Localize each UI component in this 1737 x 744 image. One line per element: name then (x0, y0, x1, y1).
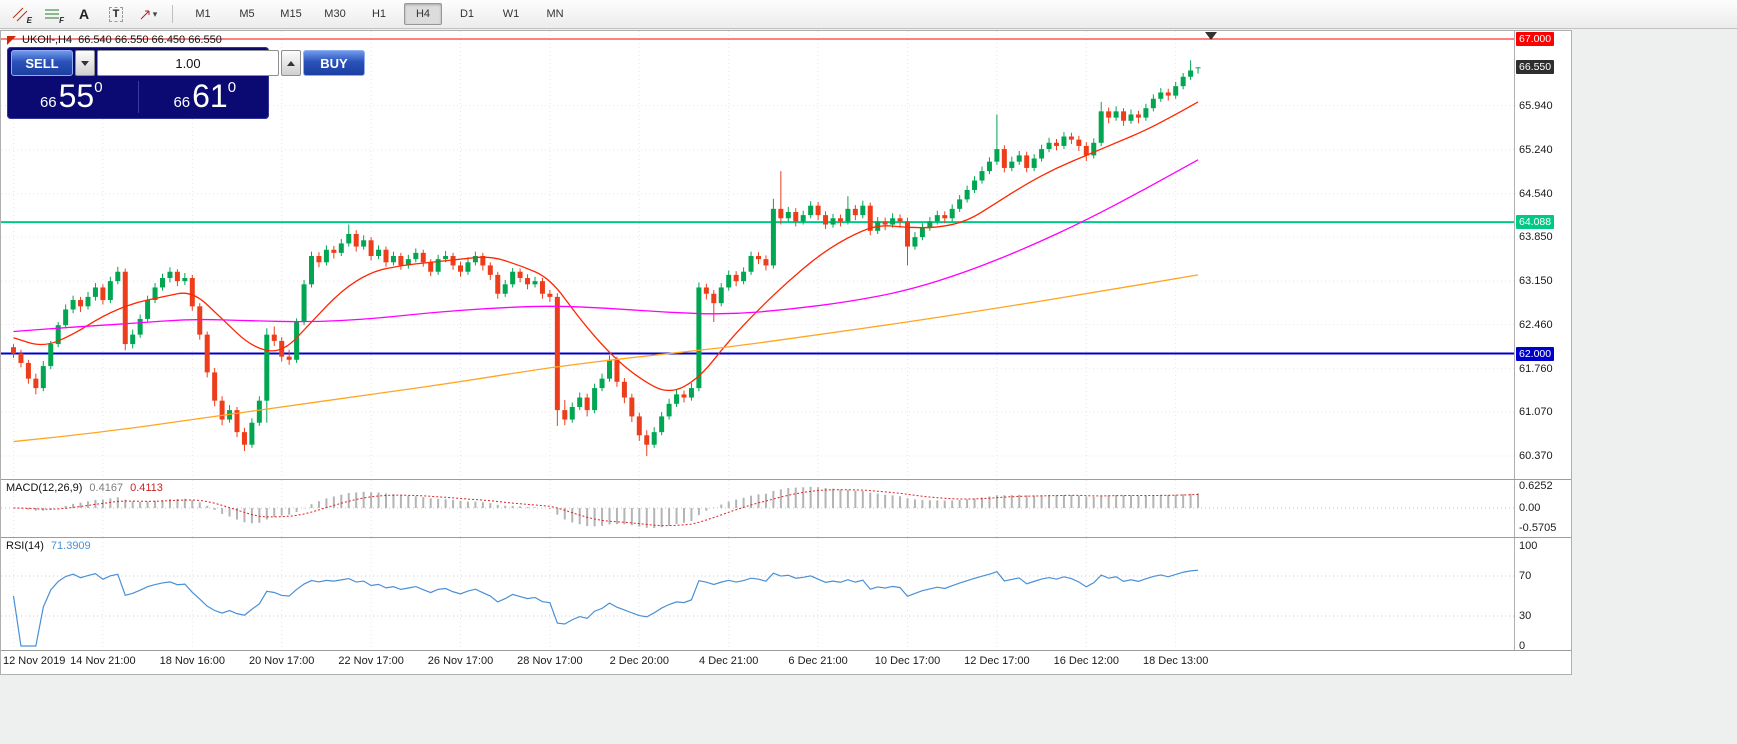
chart-window: 65.940 65.240 64.540 63.850 63.150 62.460 61.7… (0, 30, 1572, 675)
time-axis-label: 6 Dec 21:00 (788, 655, 848, 667)
macd-scale-label: 0.00 (1519, 502, 1541, 514)
equidistant-channel-icon (12, 7, 28, 21)
price-badge-66.550: 66.550 (1516, 60, 1555, 75)
fibonacci-retracement-button[interactable]: F (38, 2, 66, 26)
timeframe-button-m5[interactable]: M5 (239, 8, 255, 20)
volume-down-button[interactable] (75, 50, 95, 76)
timeframe-button-m15[interactable]: M15 (280, 8, 302, 20)
text-label-button[interactable]: T (102, 2, 130, 26)
rsi-scale-label: 70 (1519, 570, 1532, 582)
dropdown-caret-icon: ▾ (152, 8, 158, 19)
rsi-panel: 100 70 30 0 RSI(14) 71.3909 (1, 537, 1571, 650)
price-scale-label: 64.540 (1519, 187, 1553, 200)
time-axis-label: 28 Nov 17:00 (517, 655, 583, 667)
time-axis-label: 18 Dec 13:00 (1142, 655, 1209, 667)
sell-button[interactable]: SELL (11, 50, 73, 76)
caret-up-icon (287, 60, 295, 66)
medium-ma-line (13, 159, 1199, 333)
price-scale-label: 65.940 (1519, 99, 1553, 112)
price-scale[interactable]: 65.940 65.240 64.540 63.850 63.150 62.460 61.7… (1514, 31, 1571, 479)
time-axis-label: 4 Dec 21:00 (699, 655, 759, 667)
price-scale-label: 63.150 (1519, 275, 1553, 288)
symbol-icon (7, 35, 16, 45)
buy-price: 66 61 0 (173, 78, 237, 114)
price-badge-62.000: 62.000 (1516, 346, 1555, 361)
price-divider (137, 81, 139, 113)
main-chart-panel: 65.940 65.240 64.540 63.850 63.150 62.460 61.7… (1, 31, 1571, 479)
price-scale-label: 60.370 (1519, 450, 1553, 463)
time-axis-label: 18 Nov 16:00 (159, 655, 226, 667)
toolbar: E F A T ▾ M1 M5 M15 M30 H1 H4 D1 W1 MN (0, 0, 1737, 29)
arrows-icon (140, 10, 150, 19)
price-scale-label: 61.760 (1519, 362, 1553, 375)
price-scale-label: 62.460 (1519, 318, 1553, 331)
rsi-plot[interactable] (1, 538, 1514, 650)
tool-badge-letter: F (59, 16, 64, 25)
macd-signal-line (13, 489, 1199, 527)
timeframe-button-m1[interactable]: M1 (195, 8, 211, 20)
fast-ma-line (13, 101, 1199, 392)
symbol-period-label: UKOIl-,H4 (22, 34, 73, 46)
time-axis-label: 20 Nov 17:00 (248, 655, 315, 667)
time-axis-label: 10 Dec 17:00 (874, 655, 941, 667)
time-axis[interactable]: 12 Nov 2019 14 Nov 21:00 18 Nov 16:00 20 No… (1, 650, 1571, 674)
ohlc-values: 66.540 66.550 66.450 66.550 (78, 34, 222, 46)
timeframe-button-m30[interactable]: M30 (324, 8, 346, 20)
toolbar-separator (172, 5, 173, 23)
rsi-scale-label: 30 (1519, 610, 1532, 622)
price-scale-label: 65.240 (1519, 143, 1553, 156)
price-scale-label: 61.070 (1519, 405, 1553, 418)
time-axis-label: 12 Nov 2019 (3, 655, 66, 667)
chart-ohlc-info: UKOIl-,H4 66.540 66.550 66.450 66.550 (7, 34, 222, 46)
time-axis-label: 26 Nov 17:00 (427, 655, 494, 667)
timeframe-button-w1[interactable]: W1 (502, 8, 520, 20)
buy-button[interactable]: BUY (303, 50, 365, 76)
macd-panel: 0.6252 0.00 -0.5705 MACD(12,26,9) 0.4167 0… (1, 479, 1571, 537)
fibonacci-retracement-icon (45, 9, 59, 19)
candles-layer (11, 60, 1201, 457)
timeframe-button-h1[interactable]: H1 (371, 8, 387, 20)
caret-down-icon (81, 60, 89, 66)
slow-ma-line (13, 274, 1199, 443)
macd-plot[interactable] (1, 480, 1514, 537)
time-axis-label: 16 Dec 12:00 (1053, 655, 1120, 667)
arrows-button[interactable]: ▾ (134, 2, 162, 26)
rsi-label: RSI(14) 71.3909 (6, 540, 91, 552)
time-axis-label: 14 Nov 21:00 (70, 655, 136, 667)
rsi-scale[interactable]: 100 70 30 0 (1514, 538, 1571, 650)
text-icon: A (78, 6, 90, 22)
timeframe-button-mn[interactable]: MN (546, 8, 564, 20)
sell-price: 66 55 0 (39, 78, 103, 114)
time-axis-label: 12 Dec 17:00 (964, 655, 1030, 667)
price-badge-67.000: 67.000 (1516, 32, 1555, 46)
price-badge-64.088: 64.088 (1516, 215, 1555, 230)
macd-label: MACD(12,26,9) 0.4167 0.4113 (6, 482, 163, 494)
macd-histogram (19, 486, 1200, 529)
timeframe-button-d1[interactable]: D1 (459, 8, 475, 20)
text-label-icon: T (108, 6, 124, 22)
text-button[interactable]: A (70, 2, 98, 26)
macd-scale-label: 0.6252 (1519, 480, 1553, 493)
rsi-line (12, 569, 1199, 647)
volume-input[interactable] (97, 50, 279, 76)
timeframe-buttons-group: M1 M5 M15 M30 H1 H4 D1 W1 MN (183, 3, 575, 25)
rsi-scale-label: 100 (1519, 540, 1538, 552)
price-scale-label: 63.850 (1519, 231, 1553, 244)
time-axis-label: 2 Dec 20:00 (609, 655, 669, 667)
chart-shift-marker (1205, 32, 1217, 40)
macd-scale-label: -0.5705 (1519, 521, 1557, 534)
tool-badge-letter: E (26, 16, 32, 25)
volume-up-button[interactable] (281, 50, 301, 76)
macd-scale[interactable]: 0.6252 0.00 -0.5705 (1514, 480, 1571, 537)
draw-tools-group: E F A T ▾ (6, 2, 162, 26)
time-axis-label: 22 Nov 17:00 (338, 655, 404, 667)
rsi-scale-label: 0 (1519, 640, 1526, 650)
equidistant-channel-button[interactable]: E (6, 2, 34, 26)
timeframe-button-h4[interactable]: H4 (404, 3, 442, 25)
